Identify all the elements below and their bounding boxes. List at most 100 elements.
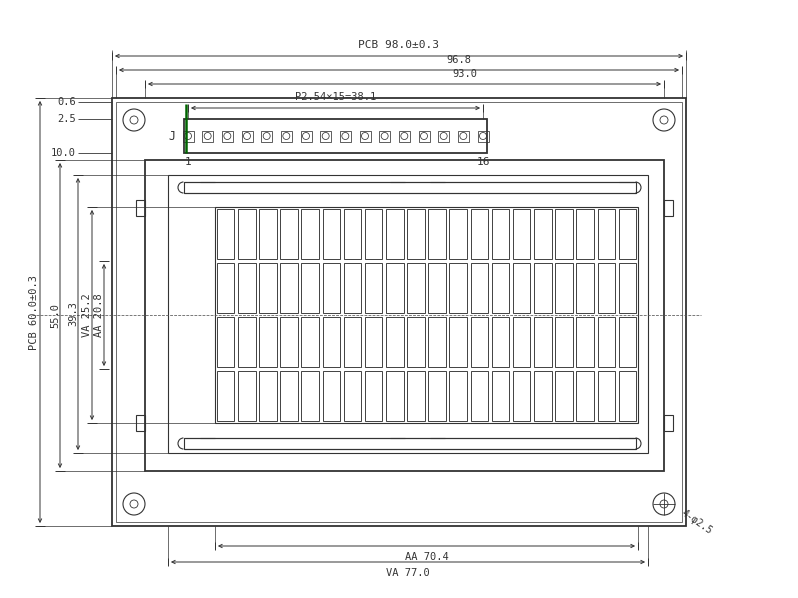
Bar [280, 209, 298, 259]
Bar [322, 209, 340, 259]
Bar [116, 102, 682, 522]
Bar [618, 209, 636, 259]
Bar [322, 371, 340, 421]
Bar [184, 438, 635, 449]
Bar [618, 263, 636, 313]
Bar [238, 263, 255, 313]
Bar [386, 371, 404, 421]
Bar [576, 209, 594, 259]
Bar [429, 317, 446, 367]
Bar [281, 130, 292, 142]
Text: VA 25.2: VA 25.2 [82, 293, 92, 337]
Bar [598, 371, 615, 421]
Bar [458, 130, 469, 142]
Bar [344, 209, 361, 259]
Bar [302, 209, 319, 259]
Bar [471, 263, 488, 313]
Bar [438, 130, 449, 142]
Bar [217, 209, 235, 259]
Bar [238, 317, 255, 367]
Bar [492, 317, 509, 367]
Bar [618, 371, 636, 421]
Bar [112, 98, 686, 526]
Text: PCB 98.0±0.3: PCB 98.0±0.3 [358, 40, 440, 50]
Bar [217, 263, 235, 313]
Bar [320, 130, 331, 142]
Bar [145, 160, 664, 471]
Bar [492, 209, 509, 259]
Bar [429, 371, 446, 421]
Bar [222, 130, 233, 142]
Text: 4-φ2.5: 4-φ2.5 [679, 508, 713, 536]
Text: J: J [169, 130, 176, 142]
Bar [302, 371, 319, 421]
Text: VA 77.0: VA 77.0 [386, 568, 430, 578]
Bar [215, 207, 638, 423]
Bar [184, 182, 635, 193]
Bar [365, 263, 382, 313]
Bar [386, 209, 404, 259]
Bar [576, 263, 594, 313]
Bar [555, 209, 573, 259]
Bar [202, 130, 213, 142]
Bar [217, 317, 235, 367]
Bar [664, 200, 673, 216]
Bar [259, 371, 277, 421]
Bar [344, 263, 361, 313]
Bar [598, 209, 615, 259]
Bar [302, 263, 319, 313]
Bar [407, 371, 425, 421]
Bar [513, 263, 531, 313]
Bar [136, 415, 145, 431]
Bar [184, 119, 487, 153]
Bar [322, 317, 340, 367]
Bar [618, 317, 636, 367]
Bar [664, 415, 673, 431]
Bar [576, 317, 594, 367]
Bar [365, 209, 382, 259]
Bar [261, 130, 272, 142]
Bar [429, 209, 446, 259]
Bar [301, 130, 311, 142]
Bar [513, 317, 531, 367]
Bar [513, 209, 531, 259]
Bar [340, 130, 351, 142]
Bar [238, 371, 255, 421]
Bar [217, 371, 235, 421]
Bar [280, 317, 298, 367]
Bar [259, 209, 277, 259]
Bar [555, 263, 573, 313]
Bar [492, 263, 509, 313]
Bar [471, 209, 488, 259]
Bar [492, 371, 509, 421]
Bar [407, 263, 425, 313]
Bar [418, 130, 429, 142]
Bar [344, 317, 361, 367]
Bar [555, 317, 573, 367]
Text: 0.6: 0.6 [57, 97, 76, 107]
Bar [136, 200, 145, 216]
Bar [449, 209, 467, 259]
Text: AA 20.8: AA 20.8 [94, 293, 104, 337]
Bar [242, 130, 252, 142]
Bar [534, 371, 551, 421]
Bar [183, 130, 193, 142]
Text: 93.0: 93.0 [452, 69, 477, 79]
Bar [399, 130, 410, 142]
Bar [598, 317, 615, 367]
Text: 39.3: 39.3 [68, 301, 78, 327]
Bar [576, 371, 594, 421]
Bar [386, 263, 404, 313]
Bar [238, 209, 255, 259]
Bar [534, 209, 551, 259]
Bar [365, 317, 382, 367]
Bar [449, 371, 467, 421]
Text: 1: 1 [184, 157, 192, 167]
Bar [280, 263, 298, 313]
Text: 2.5: 2.5 [57, 114, 76, 124]
Bar [365, 371, 382, 421]
Bar [386, 317, 404, 367]
Bar [534, 317, 551, 367]
Text: 55.0: 55.0 [50, 303, 60, 328]
Bar [259, 263, 277, 313]
